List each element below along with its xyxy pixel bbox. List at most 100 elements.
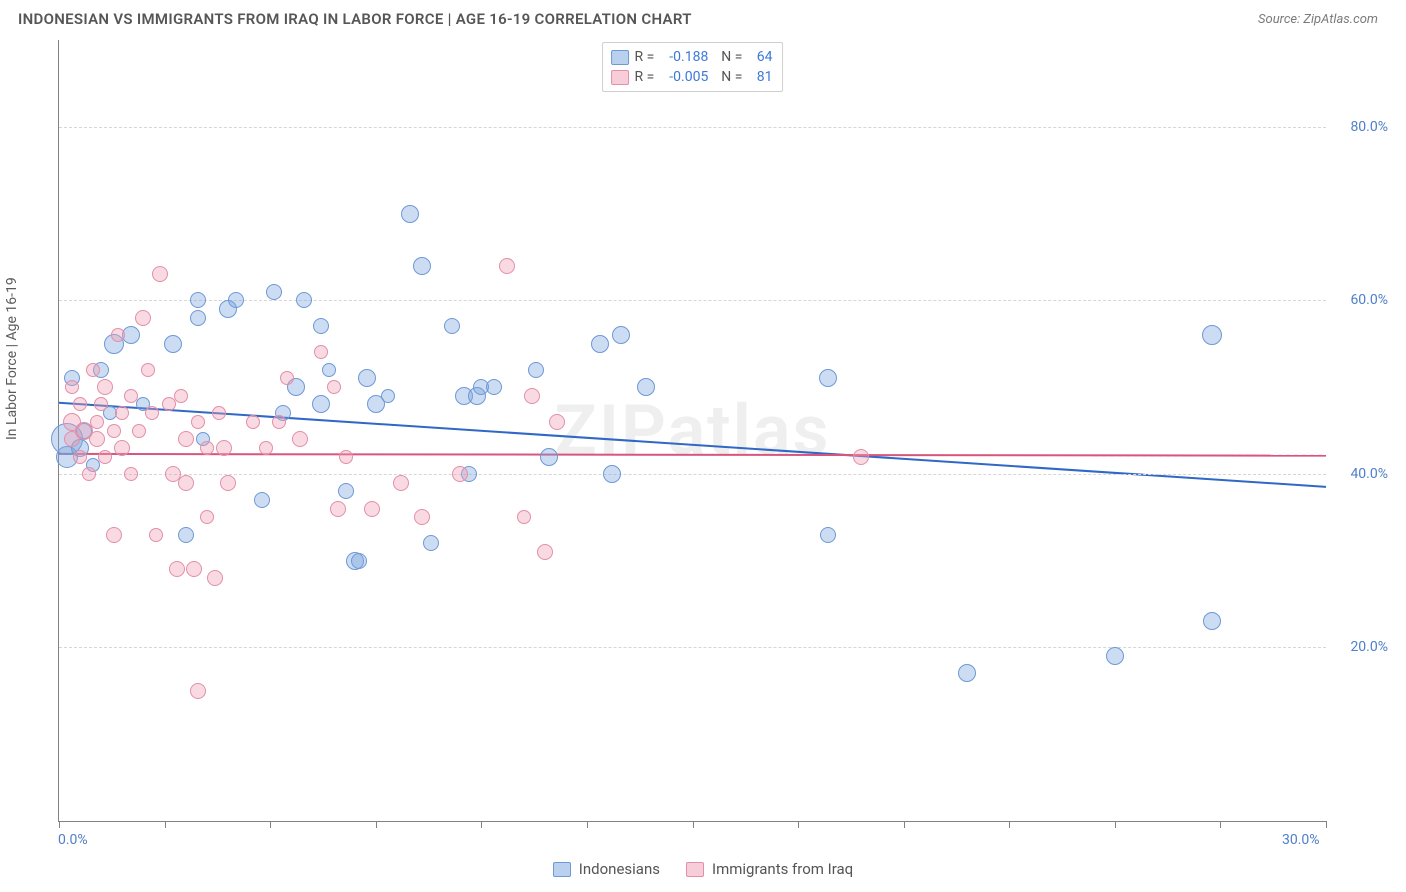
gridline bbox=[59, 647, 1326, 648]
r-label: R = bbox=[635, 67, 655, 87]
data-point bbox=[82, 467, 96, 481]
data-point bbox=[164, 335, 182, 353]
data-point bbox=[540, 448, 558, 466]
r-value: -0.005 bbox=[660, 67, 708, 87]
legend-row: R =-0.188 N =64 bbox=[611, 47, 773, 67]
data-point bbox=[73, 397, 87, 411]
x-tick bbox=[904, 821, 905, 828]
data-point bbox=[178, 527, 194, 543]
data-point bbox=[603, 465, 621, 483]
data-point bbox=[486, 379, 502, 395]
n-value: 64 bbox=[748, 47, 772, 67]
data-point bbox=[190, 310, 206, 326]
x-tick bbox=[1326, 821, 1327, 828]
n-label: N = bbox=[714, 67, 742, 87]
x-tick bbox=[1009, 821, 1010, 828]
data-point bbox=[296, 292, 312, 308]
trendline bbox=[59, 454, 1326, 456]
data-point bbox=[259, 441, 273, 455]
data-point bbox=[637, 378, 655, 396]
data-point bbox=[314, 345, 328, 359]
data-point bbox=[228, 292, 244, 308]
x-axis-min-label: 0.0% bbox=[58, 832, 88, 848]
n-value: 81 bbox=[748, 67, 772, 87]
source-label: Source: ZipAtlas.com bbox=[1258, 12, 1378, 27]
x-tick bbox=[59, 821, 60, 828]
data-point bbox=[351, 553, 367, 569]
data-point bbox=[98, 450, 112, 464]
x-tick bbox=[693, 821, 694, 828]
data-point bbox=[106, 527, 122, 543]
data-point bbox=[537, 544, 553, 560]
data-point bbox=[90, 415, 104, 429]
watermark: ZIPatlas bbox=[555, 390, 831, 472]
legend-swatch-icon bbox=[611, 70, 629, 85]
data-point bbox=[272, 415, 286, 429]
legend-label: Indonesians bbox=[579, 860, 660, 878]
data-point bbox=[393, 475, 409, 491]
data-point bbox=[89, 431, 105, 447]
data-point bbox=[124, 389, 138, 403]
data-point bbox=[178, 431, 194, 447]
gridline bbox=[59, 474, 1326, 475]
gridline bbox=[59, 300, 1326, 301]
r-label: R = bbox=[635, 47, 655, 67]
x-tick bbox=[165, 821, 166, 828]
x-tick bbox=[1115, 821, 1116, 828]
data-point bbox=[254, 492, 270, 508]
data-point bbox=[528, 362, 544, 378]
data-point bbox=[499, 258, 515, 274]
data-point bbox=[819, 369, 837, 387]
correlation-legend: R =-0.188 N =64R =-0.005 N = 81 bbox=[602, 42, 784, 92]
data-point bbox=[339, 450, 353, 464]
data-point bbox=[853, 449, 869, 465]
data-point bbox=[313, 318, 329, 334]
data-point bbox=[423, 535, 439, 551]
legend-swatch-icon bbox=[553, 862, 571, 877]
data-point bbox=[152, 266, 168, 282]
data-point bbox=[364, 501, 380, 517]
legend-swatch-icon bbox=[686, 862, 704, 877]
data-point bbox=[107, 424, 121, 438]
data-point bbox=[401, 205, 419, 223]
y-tick-label: 40.0% bbox=[1350, 466, 1388, 482]
data-point bbox=[338, 483, 354, 499]
series-legend: IndonesiansImmigrants from Iraq bbox=[0, 860, 1406, 878]
data-point bbox=[86, 363, 100, 377]
y-axis-label: In Labor Force | Age 16-19 bbox=[4, 277, 20, 440]
legend-swatch-icon bbox=[611, 50, 629, 65]
data-point bbox=[444, 318, 460, 334]
data-point bbox=[280, 371, 294, 385]
data-point bbox=[200, 441, 214, 455]
data-point bbox=[73, 450, 87, 464]
data-point bbox=[414, 509, 430, 525]
data-point bbox=[591, 335, 609, 353]
data-point bbox=[114, 440, 130, 456]
y-tick-label: 60.0% bbox=[1350, 292, 1388, 308]
data-point bbox=[200, 510, 214, 524]
data-point bbox=[207, 570, 223, 586]
legend-item: Indonesians bbox=[553, 860, 660, 878]
data-point bbox=[1203, 612, 1221, 630]
data-point bbox=[246, 415, 260, 429]
data-point bbox=[1106, 647, 1124, 665]
data-point bbox=[327, 380, 341, 394]
data-point bbox=[94, 397, 108, 411]
data-point bbox=[958, 664, 976, 682]
data-point bbox=[145, 406, 159, 420]
data-point bbox=[141, 363, 155, 377]
data-point bbox=[517, 510, 531, 524]
x-tick bbox=[481, 821, 482, 828]
data-point bbox=[190, 292, 206, 308]
data-point bbox=[220, 475, 236, 491]
data-point bbox=[413, 257, 431, 275]
r-value: -0.188 bbox=[660, 47, 708, 67]
data-point bbox=[169, 561, 185, 577]
data-point bbox=[132, 424, 146, 438]
data-point bbox=[381, 389, 395, 403]
data-point bbox=[149, 528, 163, 542]
data-point bbox=[330, 501, 346, 517]
y-tick-label: 80.0% bbox=[1350, 119, 1388, 135]
chart-area: In Labor Force | Age 16-19 ZIPatlas R =-… bbox=[18, 40, 1396, 840]
x-tick bbox=[798, 821, 799, 828]
